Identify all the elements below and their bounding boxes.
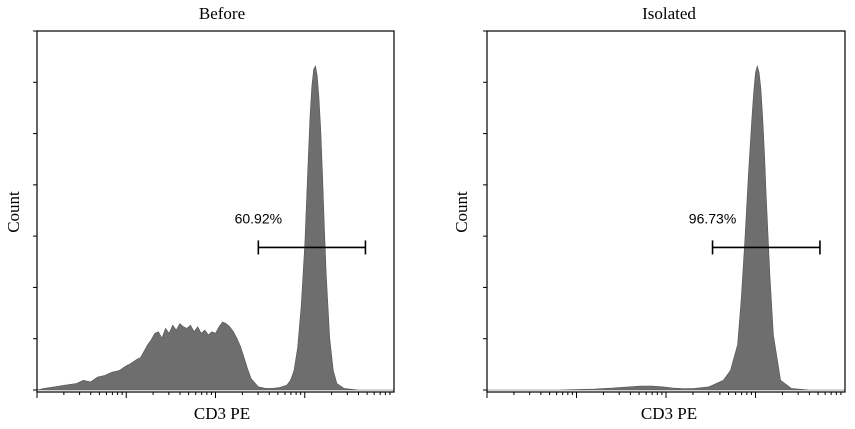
x-axis-label: CD3 PE [194,404,250,423]
x-axis-label: CD3 PE [641,404,697,423]
y-axis-label: Count [4,191,23,233]
histogram-area [36,65,394,391]
gate-percentage-label: 96.73% [689,210,736,226]
chart-title: Isolated [642,4,696,23]
plot-frame [486,30,846,393]
gate-percentage-label: 60.92% [235,210,282,226]
chart-title: Before [199,4,245,23]
histogram-panel-before: Before CD3 PE Count 60.92% [4,4,395,423]
y-axis-label: Count [452,191,471,233]
histogram-area [487,64,845,391]
plot-frame [36,30,395,393]
histogram-panel-isolated: Isolated CD3 PE Count 96.73% [452,4,846,423]
